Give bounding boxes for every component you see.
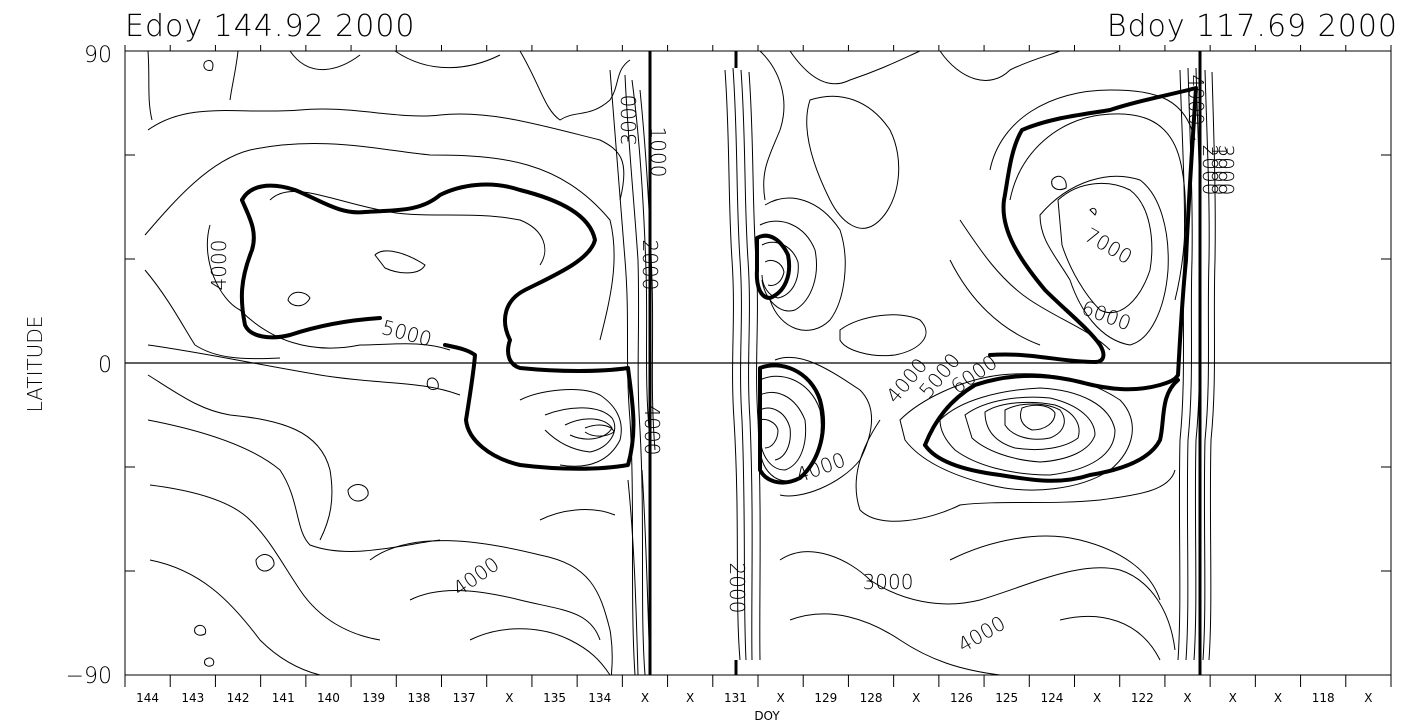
x-tick-label: 142 (227, 691, 250, 705)
x-tick-label: 129 (814, 691, 837, 705)
x-axis-label: DOY (754, 709, 780, 723)
contour-labels: 1000 2000 3000 4000 5000 4000 4000 2000 … (207, 75, 1238, 658)
x-tick-label: X (912, 691, 920, 705)
data-gap-lines (648, 51, 1202, 675)
x-tick-label: 126 (950, 691, 973, 705)
contour-label: 4000 (448, 552, 503, 601)
x-tick-label: 124 (1040, 691, 1063, 705)
y-axis-label: LATITUDE (23, 316, 47, 413)
x-tick-label: X (1274, 691, 1282, 705)
x-tick-label: 134 (588, 691, 611, 705)
contour-label: 4000 (953, 611, 1009, 657)
x-tick-label: X (1183, 691, 1191, 705)
x-tick-label: 118 (1312, 691, 1335, 705)
x-tick-label: 122 (1131, 691, 1154, 705)
x-tick-label: 131 (724, 691, 747, 705)
contour-label: 2000 (725, 563, 749, 614)
title-right: Bdoy 117.69 2000 (1107, 9, 1398, 44)
x-tick-label: X (641, 691, 649, 705)
contour-label: 2000 (1198, 145, 1222, 196)
contour-label: 5000 (379, 315, 434, 351)
contour-label: 3000 (863, 570, 914, 594)
x-tick-label: 135 (543, 691, 566, 705)
x-tick-label: 125 (995, 691, 1018, 705)
contour-label: 3000 (1214, 145, 1238, 196)
x-tick-label: 143 (181, 691, 204, 705)
y-tick-label: 90 (84, 43, 112, 68)
x-tick-label: 144 (136, 691, 159, 705)
x-tick-label: 139 (362, 691, 385, 705)
y-tick-label: −90 (66, 664, 112, 689)
contour-label: 3000 (617, 95, 641, 146)
x-tick-group: 144 143 142 141 140 139 138 137 X 135 134 X X 131 X 129… (124, 45, 1392, 705)
x-tick-label: X (1093, 691, 1101, 705)
x-tick-label: 128 (860, 691, 883, 705)
contour-label: 4000 (207, 240, 231, 291)
contours-left (144, 50, 656, 676)
contour-label: 1000 (646, 127, 670, 178)
x-tick-label: X (1364, 691, 1372, 705)
contour-label: 1000 (1207, 145, 1231, 196)
x-tick-label: X (686, 691, 694, 705)
x-tick-label: 137 (453, 691, 476, 705)
contour-label: 7000 (1080, 223, 1136, 269)
contour-label: 2000 (638, 240, 662, 291)
x-tick-label: 140 (317, 691, 340, 705)
right-y-ticks (125, 154, 1391, 572)
contours-right (724, 50, 1216, 676)
x-tick-label: X (1229, 691, 1237, 705)
contours-5000 (239, 86, 1198, 485)
x-tick-label: X (776, 691, 784, 705)
x-tick-label: X (505, 691, 513, 705)
contour-label: 4000 (640, 405, 664, 456)
title-left: Edoy 144.92 2000 (125, 9, 416, 44)
y-tick-label: 0 (98, 353, 112, 378)
contour-label: 4000 (1184, 75, 1208, 126)
x-tick-label: 141 (272, 691, 295, 705)
x-tick-label: 138 (407, 691, 430, 705)
